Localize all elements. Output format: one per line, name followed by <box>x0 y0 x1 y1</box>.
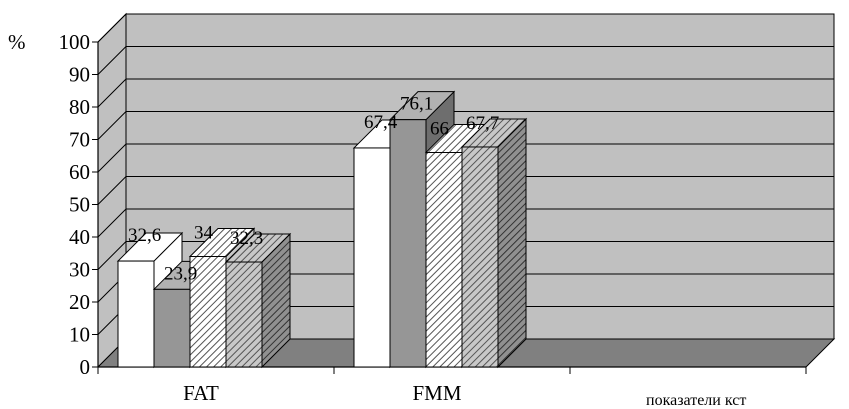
y-tick-label: 20 <box>69 290 90 314</box>
x-tick-label: FAT <box>183 381 219 405</box>
y-tick-label: 100 <box>59 30 91 54</box>
y-tick-label: 90 <box>69 63 90 87</box>
gridline <box>97 176 834 205</box>
gridline <box>97 78 834 108</box>
gridlines <box>97 13 834 335</box>
bar-front <box>353 147 391 368</box>
y-tick-label: 0 <box>80 355 91 379</box>
bar-front <box>425 152 463 368</box>
bars <box>116 90 528 369</box>
y-tick-label: 70 <box>69 128 90 152</box>
bar-front <box>389 119 427 368</box>
gridline <box>97 46 834 75</box>
y-tick-label: 30 <box>69 258 90 282</box>
data-label: 32,3 <box>230 228 263 249</box>
data-label: 76,1 <box>400 94 433 115</box>
bar <box>224 232 292 369</box>
data-label: 32,6 <box>128 225 161 246</box>
data-label: 67,4 <box>364 112 398 133</box>
gridline <box>97 241 834 270</box>
bar-front <box>189 256 227 368</box>
gridline <box>97 13 834 43</box>
bar-front <box>461 146 499 368</box>
gridline <box>97 208 834 238</box>
y-tick-label: 40 <box>69 225 90 249</box>
gridline <box>97 143 834 173</box>
data-label: 34 <box>194 223 214 244</box>
y-tick-label: 50 <box>69 193 90 217</box>
y-tick-label: 60 <box>69 160 90 184</box>
y-tick-label: 10 <box>69 323 90 347</box>
bar <box>460 117 528 369</box>
x-tick-label: FMM <box>412 381 461 405</box>
bar-front <box>153 288 191 368</box>
x-axis-title: показатели кст <box>646 392 746 409</box>
y-axis-unit-label: % <box>8 30 26 54</box>
y-axis: 0 10 20 30 40 50 60 70 80 90 100 <box>59 30 99 379</box>
bar-front <box>225 261 263 368</box>
data-label: 23,9 <box>164 263 197 284</box>
bar-front <box>117 260 155 368</box>
data-label: 67,7 <box>466 113 499 134</box>
gridline <box>97 111 834 140</box>
data-label: 66 <box>430 119 449 140</box>
data-labels: 32,623,9 34 32,3 67,476,1 66 67,7 <box>128 94 499 285</box>
bar-side <box>497 117 527 369</box>
y-tick-label: 80 <box>69 95 90 119</box>
